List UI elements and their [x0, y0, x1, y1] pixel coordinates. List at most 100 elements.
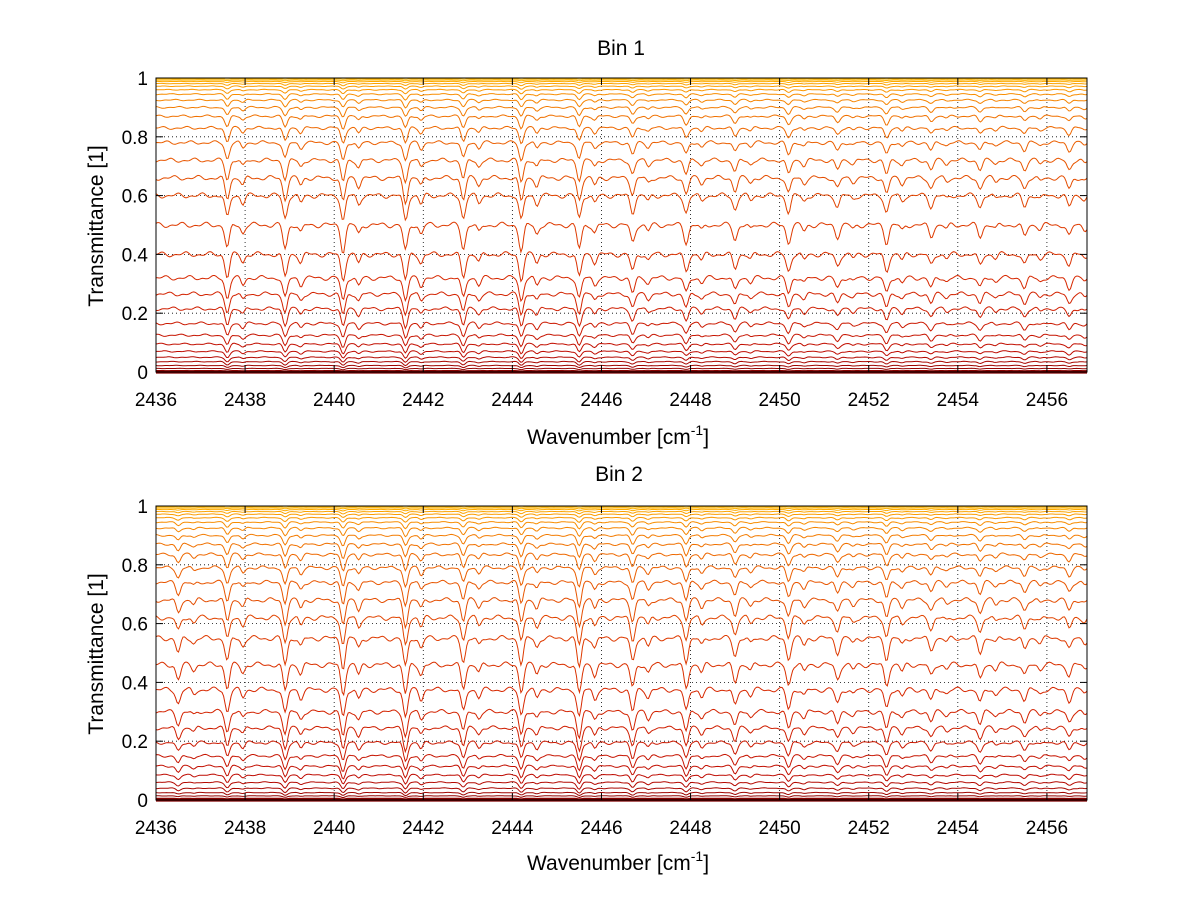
x-axis-label-text: Wavenumber [cm: [527, 426, 691, 449]
y-tick-label: 0.4: [122, 245, 149, 266]
series-line: [155, 781, 1088, 790]
x-tick-labels: 2436 2438 2440 2442 2444 2446 2448 2450 2452 2454…: [135, 818, 1068, 839]
series-line: [156, 367, 1088, 371]
axes-frame: [155, 77, 1088, 373]
series-line: [155, 507, 1087, 510]
series-line: [155, 360, 1088, 367]
x-tick-label: 2444: [491, 390, 534, 411]
x-axis-label-text: Wavenumber [cm: [527, 852, 691, 875]
series-line: [155, 686, 1088, 719]
y-tick-labels: 0 0.2 0.4 0.6 0.8 1: [122, 497, 149, 812]
series-line: [155, 708, 1088, 740]
series-line: [155, 791, 1088, 797]
x-tick-label: 2448: [669, 390, 711, 411]
x-axis-label-close: ]: [703, 852, 709, 875]
series-line: [155, 634, 1088, 670]
axes-frame: [155, 505, 1088, 801]
series-line: [155, 597, 1088, 630]
series-line: [156, 513, 1088, 518]
series-line: [156, 506, 1087, 508]
series-line: [155, 740, 1088, 763]
series-line: [155, 661, 1088, 697]
chart-title: Bin 1: [597, 37, 645, 60]
x-tick-label: 2440: [313, 818, 355, 839]
y-tick-label: 1: [137, 69, 148, 90]
x-tick-label: 2436: [135, 818, 177, 839]
subplot-bin-2: Bin 2 2436 2438 2440 2442 2444 2446 2448 2450 24…: [85, 463, 1088, 875]
series-line: [155, 725, 1088, 754]
x-tick-label: 2442: [402, 390, 444, 411]
series-line: [155, 526, 1088, 538]
series-line: [156, 369, 1087, 372]
series-line: [156, 80, 1088, 84]
series-line: [155, 333, 1088, 348]
series-line: [155, 221, 1088, 254]
y-axis-label: Transmittance [1]: [85, 145, 108, 306]
x-tick-label: 2442: [402, 818, 444, 839]
series-line: [156, 508, 1088, 512]
series-line: [155, 98, 1088, 109]
series-line: [155, 251, 1088, 283]
x-tick-label: 2436: [135, 390, 177, 411]
series-line: [155, 533, 1088, 547]
grid: [155, 505, 1087, 801]
series-line: [156, 797, 1087, 800]
series-line: [156, 787, 1088, 794]
series-line: [156, 552, 1088, 572]
x-tick-label: 2454: [937, 390, 980, 411]
y-tick-label: 0.8: [122, 128, 148, 149]
series-line: [155, 795, 1088, 799]
y-tick-label: 0.6: [122, 187, 148, 208]
series-line: [155, 174, 1088, 206]
x-tick-label: 2452: [848, 390, 890, 411]
series-line: [155, 764, 1088, 780]
x-axis-label-superscript: -1: [691, 422, 704, 438]
series-line: [155, 579, 1088, 609]
x-tick-label: 2444: [491, 818, 534, 839]
series-line: [155, 516, 1088, 523]
series-line: [155, 510, 1088, 515]
x-tick-label: 2456: [1026, 390, 1068, 411]
series-line: [155, 192, 1088, 222]
series-line: [155, 773, 1088, 785]
series-line: [155, 291, 1088, 317]
x-axis-label: Wavenumber [cm-1]: [527, 422, 709, 449]
series-line: [155, 157, 1088, 185]
x-tick-label: 2450: [758, 818, 800, 839]
series-line: [155, 105, 1088, 118]
series-line: [156, 85, 1088, 90]
series-line: [155, 356, 1088, 363]
series-line: [156, 125, 1088, 145]
series-line: [155, 274, 1088, 303]
series-line: [155, 140, 1088, 162]
series-line: [155, 565, 1088, 589]
series-line: [155, 614, 1088, 647]
series-line: [155, 114, 1088, 130]
x-tick-label: 2448: [669, 818, 711, 839]
x-axis-label: Wavenumber [cm-1]: [527, 848, 709, 875]
y-tick-label: 0: [137, 363, 148, 384]
x-tick-labels: 2436 2438 2440 2442 2444 2446 2448 2450 2452 2454…: [135, 390, 1068, 411]
series-line: [155, 93, 1088, 101]
series-line: [156, 350, 1088, 359]
series-line: [155, 88, 1088, 95]
x-tick-label: 2450: [758, 390, 800, 411]
y-tick-label: 0.6: [122, 615, 148, 636]
x-tick-label: 2438: [224, 818, 266, 839]
series-line: [155, 342, 1088, 355]
series-line: [155, 364, 1088, 369]
subplot-bin-1: Bin 1 2436 2438 2440 2442 2444 2446 2448 2450 24…: [85, 37, 1088, 449]
y-tick-label: 0: [137, 791, 148, 812]
x-tick-label: 2456: [1026, 818, 1068, 839]
chart-title: Bin 2: [595, 463, 643, 486]
series-line: [155, 753, 1088, 772]
y-tick-label: 0.2: [122, 304, 148, 325]
y-tick-label: 1: [137, 497, 148, 518]
x-axis-label-close: ]: [703, 426, 709, 449]
y-tick-label: 0.4: [122, 673, 149, 694]
y-tick-label: 0.2: [122, 732, 148, 753]
y-axis-label: Transmittance [1]: [85, 573, 108, 734]
x-tick-label: 2440: [313, 390, 355, 411]
y-tick-labels: 0 0.2 0.4 0.6 0.8 1: [122, 69, 149, 384]
